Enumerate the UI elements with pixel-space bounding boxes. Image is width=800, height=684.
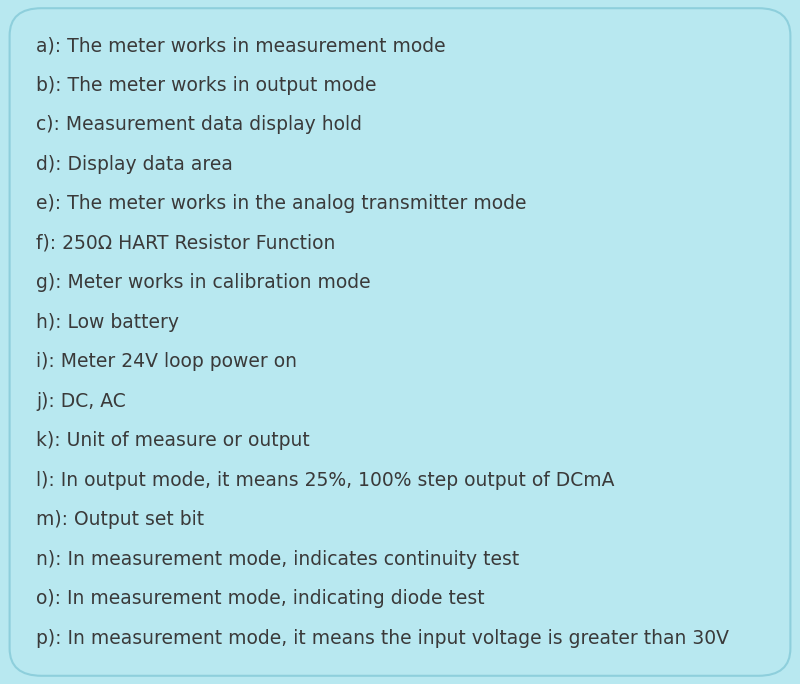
Text: d): Display data area: d): Display data area — [36, 155, 233, 174]
Text: p): In measurement mode, it means the input voltage is greater than 30V: p): In measurement mode, it means the in… — [36, 629, 729, 648]
Text: o): In measurement mode, indicating diode test: o): In measurement mode, indicating diod… — [36, 589, 485, 608]
Text: n): In measurement mode, indicates continuity test: n): In measurement mode, indicates conti… — [36, 550, 519, 569]
Text: l): In output mode, it means 25%, 100% step output of DCmA: l): In output mode, it means 25%, 100% s… — [36, 471, 614, 490]
Text: b): The meter works in output mode: b): The meter works in output mode — [36, 76, 377, 95]
Text: k): Unit of measure or output: k): Unit of measure or output — [36, 431, 310, 450]
Text: f): 250Ω HART Resistor Function: f): 250Ω HART Resistor Function — [36, 234, 335, 253]
Text: e): The meter works in the analog transmitter mode: e): The meter works in the analog transm… — [36, 194, 526, 213]
Text: i): Meter 24V loop power on: i): Meter 24V loop power on — [36, 352, 297, 371]
Text: c): Measurement data display hold: c): Measurement data display hold — [36, 115, 362, 134]
Text: g): Meter works in calibration mode: g): Meter works in calibration mode — [36, 273, 370, 292]
FancyBboxPatch shape — [10, 8, 790, 676]
Text: m): Output set bit: m): Output set bit — [36, 510, 204, 529]
Text: a): The meter works in measurement mode: a): The meter works in measurement mode — [36, 36, 446, 55]
Text: h): Low battery: h): Low battery — [36, 313, 179, 332]
Text: j): DC, AC: j): DC, AC — [36, 392, 126, 411]
